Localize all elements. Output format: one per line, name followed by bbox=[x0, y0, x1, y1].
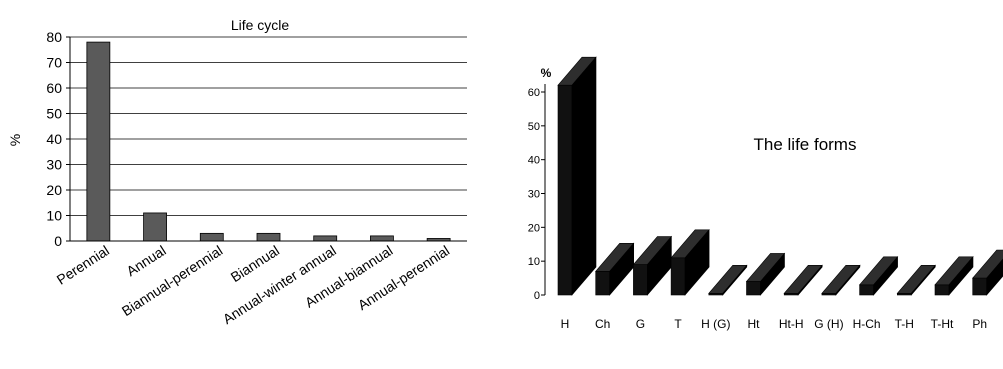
x-category-label: T bbox=[674, 317, 682, 331]
y-tick-label: 40 bbox=[528, 155, 540, 167]
bar-front bbox=[859, 284, 874, 296]
bar-t bbox=[670, 228, 710, 296]
life-cycle-chart: Life cycle % 0 10 20 30 40 50 60 70 80 Perennial… bbox=[7, 17, 467, 327]
bar-side bbox=[797, 264, 823, 296]
life-cycle-bars bbox=[86, 41, 451, 242]
bar-ch bbox=[595, 242, 635, 296]
bar-h-ch bbox=[858, 256, 899, 296]
bar-g-h- bbox=[821, 264, 861, 296]
x-category-label: Ht-H bbox=[779, 317, 804, 331]
y-tick-label: 20 bbox=[528, 222, 540, 234]
y-tick-label: 0 bbox=[54, 233, 62, 249]
bar-side bbox=[571, 56, 597, 296]
bar-ph bbox=[972, 249, 1003, 296]
bar-side bbox=[948, 256, 974, 296]
bar-h-g- bbox=[708, 264, 748, 296]
x-category-label: T-H bbox=[895, 317, 914, 331]
life-cycle-gridlines bbox=[70, 36, 467, 216]
life-forms-categories: H Ch G T H (G) Ht Ht-H G (H) H-Ch T-H T-Ht Ph bbox=[561, 317, 987, 331]
bar-t-ht bbox=[934, 256, 974, 296]
bar-front bbox=[595, 271, 610, 296]
y-tick-label: 10 bbox=[528, 256, 540, 268]
x-category-label: T-Ht bbox=[931, 317, 954, 331]
y-tick-label: 30 bbox=[46, 157, 62, 173]
bar-annual bbox=[143, 212, 167, 242]
y-tick-label: 10 bbox=[46, 208, 62, 224]
x-category-label: Ht bbox=[748, 317, 761, 331]
y-tick-label: 60 bbox=[528, 87, 540, 99]
bar-side bbox=[684, 228, 710, 296]
life-forms-y-ticks: 0 10 20 30 40 50 60 bbox=[528, 87, 545, 302]
bar-h bbox=[557, 56, 597, 296]
bar-side bbox=[835, 264, 861, 296]
y-tick-label: 70 bbox=[46, 55, 62, 71]
x-category-label: Ph bbox=[972, 317, 987, 331]
life-forms-title: The life forms bbox=[754, 135, 857, 154]
bar-annual-biannual bbox=[370, 235, 394, 242]
bar-ht bbox=[745, 252, 786, 296]
y-tick-label: 50 bbox=[528, 121, 540, 133]
bar-side bbox=[760, 252, 785, 296]
bar-g bbox=[632, 235, 673, 296]
y-tick-label: 80 bbox=[46, 29, 62, 45]
x-category-label: Annual bbox=[123, 242, 168, 279]
y-tick-label: 50 bbox=[46, 106, 62, 122]
bar-top bbox=[972, 249, 1003, 279]
bar-biannual bbox=[256, 232, 281, 242]
bar-front bbox=[633, 264, 648, 296]
life-cycle-title: Life cycle bbox=[231, 17, 290, 33]
x-category-label: G (H) bbox=[814, 317, 843, 331]
life-forms-bars bbox=[557, 56, 1003, 296]
life-forms-chart: The life forms % 0 10 20 30 40 50 60 H Ch G T H (G… bbox=[528, 56, 1003, 331]
y-tick-label: 0 bbox=[534, 290, 540, 302]
bar-front bbox=[972, 277, 988, 296]
x-category-label: Ch bbox=[595, 317, 610, 331]
x-category-label: Perennial bbox=[54, 242, 112, 288]
x-category-label: Biannual-perennial bbox=[119, 242, 226, 319]
y-tick-label: 30 bbox=[528, 189, 540, 201]
bar-perennial bbox=[86, 41, 111, 242]
bar-front bbox=[557, 84, 573, 296]
life-forms-y-axis-label: % bbox=[541, 66, 552, 80]
life-cycle-y-axis-label: % bbox=[7, 134, 23, 146]
x-category-label: H (G) bbox=[701, 317, 730, 331]
y-tick-label: 60 bbox=[46, 80, 62, 96]
bar-front bbox=[746, 281, 761, 296]
bar-side bbox=[873, 256, 898, 296]
bar-front bbox=[934, 284, 950, 296]
y-tick-label: 40 bbox=[46, 131, 62, 147]
life-cycle-axes bbox=[69, 37, 467, 242]
bar-side bbox=[910, 264, 936, 296]
bar-side bbox=[722, 264, 748, 296]
bar-ht-h bbox=[783, 264, 823, 296]
y-tick-label: 20 bbox=[46, 182, 62, 198]
bar-annual-winter-annual bbox=[313, 235, 338, 242]
x-category-label: H-Ch bbox=[853, 317, 881, 331]
bar-front bbox=[670, 257, 686, 296]
life-cycle-y-ticks: 0 10 20 30 40 50 60 70 80 bbox=[46, 29, 70, 249]
bar-biannual-perennial bbox=[199, 232, 224, 242]
x-category-label: G bbox=[636, 317, 645, 331]
bar-t-h bbox=[896, 264, 936, 296]
x-category-label: H bbox=[561, 317, 570, 331]
